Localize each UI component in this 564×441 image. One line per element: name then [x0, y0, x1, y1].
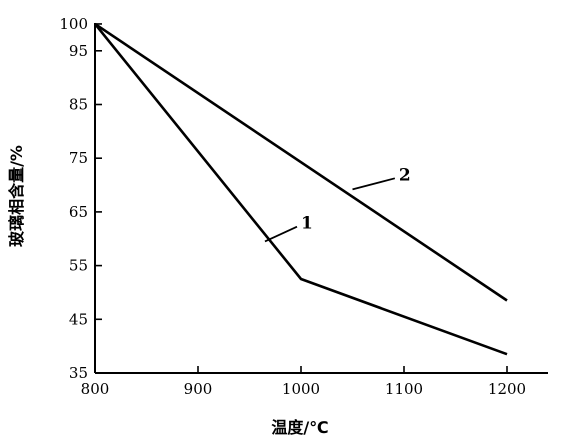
x-axis-label: 温度/℃	[270, 418, 328, 437]
series-line-2	[94, 22, 508, 302]
y-tick-label: 100	[59, 15, 88, 33]
x-tick-label: 1100	[385, 380, 423, 398]
y-tick-label: 65	[69, 203, 88, 221]
y-tick-label: 45	[69, 310, 88, 328]
x-tick-label: 1200	[488, 380, 526, 398]
y-tick-label: 35	[69, 364, 88, 382]
x-tick-label: 900	[184, 380, 213, 398]
y-tick-label: 55	[69, 257, 88, 275]
x-tick-label: 1000	[282, 380, 320, 398]
series-label-2: 2	[399, 165, 411, 185]
series-leader-1	[264, 225, 298, 243]
series-leader-2	[352, 177, 396, 191]
y-axis-label: 玻璃相含量/%	[7, 145, 26, 247]
series-labels: 12	[264, 165, 411, 243]
series-label-1: 1	[301, 214, 313, 234]
series-line-1	[93, 23, 508, 356]
x-tick-label: 800	[81, 380, 110, 398]
series-lines	[93, 22, 508, 356]
y-tick-label: 95	[69, 42, 88, 60]
axes	[94, 23, 548, 374]
y-tick-label: 75	[69, 149, 88, 167]
ticks: 35 45 55 65 75 85 95 100 800 900 1000 1100 1200	[59, 15, 526, 398]
y-tick-label: 85	[69, 96, 88, 114]
